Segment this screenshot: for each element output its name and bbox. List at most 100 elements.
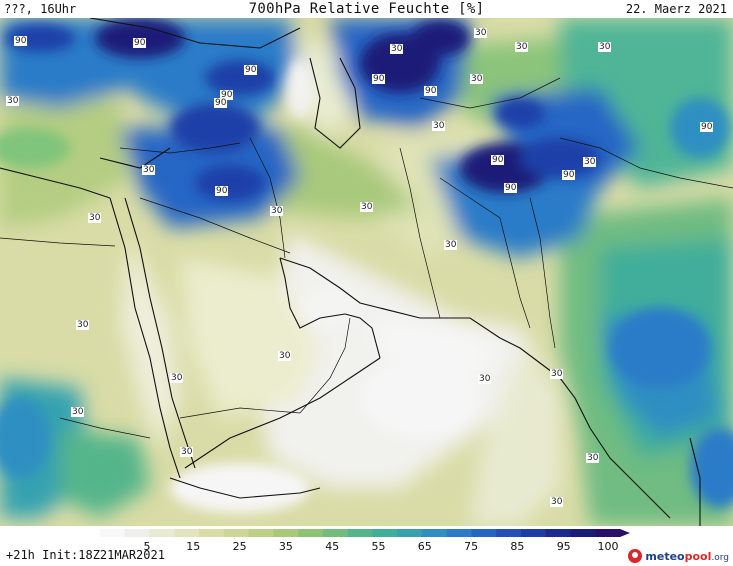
coast-caspian bbox=[309, 57, 361, 149]
legend-swatch bbox=[520, 529, 547, 537]
coast-gulf-west bbox=[279, 257, 346, 329]
navy-core-4 bbox=[195, 165, 265, 201]
contour-label: 30 bbox=[76, 320, 90, 330]
contour-label: 30 bbox=[598, 42, 612, 52]
dry-zone-indian bbox=[470, 348, 560, 526]
navy-core-3 bbox=[170, 103, 260, 153]
legend-swatch bbox=[372, 529, 398, 537]
contour-label: 30 bbox=[470, 74, 484, 84]
legend-tick-label: 95 bbox=[556, 540, 571, 553]
border-saudi-iraq bbox=[139, 197, 291, 254]
valid-time-label: ???, 16Uhr bbox=[4, 2, 77, 16]
coast-india-east bbox=[689, 437, 701, 526]
border-turkey-syria bbox=[119, 142, 241, 154]
contour-label: 30 bbox=[278, 351, 292, 361]
legend-tick-label: 15 bbox=[186, 540, 201, 553]
coast-black-sea bbox=[89, 18, 301, 49]
legend-swatch bbox=[421, 529, 448, 537]
contour-label: 30 bbox=[478, 374, 492, 384]
legend-swatch bbox=[100, 529, 126, 537]
contour-label: 30 bbox=[550, 369, 564, 379]
coast-india-west bbox=[559, 377, 671, 519]
coast-med bbox=[0, 167, 111, 199]
contour-label: 90 bbox=[14, 36, 28, 46]
contour-label: 30 bbox=[88, 213, 102, 223]
borders bbox=[0, 77, 733, 439]
legend-swatch bbox=[397, 529, 423, 537]
contour-label: 30 bbox=[142, 165, 156, 175]
contour-label: 30 bbox=[390, 44, 404, 54]
coast-somalia bbox=[169, 477, 321, 499]
contour-label: 90 bbox=[700, 122, 714, 132]
border-iran-iraq bbox=[249, 137, 286, 259]
legend-tick-label: 25 bbox=[232, 540, 247, 553]
dry-zone-red-sea bbox=[120, 238, 180, 448]
coast-red-sea-east bbox=[124, 197, 196, 469]
border-india-china bbox=[559, 137, 733, 189]
legend-swatch bbox=[471, 529, 497, 537]
legend-swatch bbox=[570, 529, 596, 537]
humidity-map-panel: 90 90 90 90 90 90 90 90 90 90 90 90 30 30 30 30 30 30 30 30… bbox=[0, 18, 733, 526]
contour-label: 90 bbox=[220, 90, 234, 100]
navy-core-9 bbox=[495, 98, 545, 128]
legend-ticks: 5 15 25 35 45 55 65 75 85 95 100 bbox=[100, 540, 630, 554]
contour-label: 30 bbox=[71, 407, 85, 417]
teal-core-sw bbox=[0, 398, 50, 478]
blue-core-bengal bbox=[690, 428, 733, 508]
color-legend-bar bbox=[100, 529, 630, 537]
contour-label: 30 bbox=[180, 447, 194, 457]
contour-label: 90 bbox=[133, 38, 147, 48]
border-iran-afghan bbox=[399, 147, 441, 319]
legend-swatch bbox=[223, 529, 250, 537]
teal-core-turkey bbox=[0, 128, 70, 168]
contour-label: 30 bbox=[360, 202, 374, 212]
legend-swatch bbox=[298, 529, 324, 537]
legend-swatch bbox=[199, 529, 225, 537]
contour-label: 30 bbox=[170, 373, 184, 383]
legend-swatch bbox=[174, 529, 200, 537]
coast-gulf-east bbox=[279, 257, 501, 339]
contour-label: 30 bbox=[515, 42, 529, 52]
border-horn bbox=[59, 417, 151, 439]
legend-tick-label: 5 bbox=[143, 540, 151, 553]
coastlines bbox=[0, 18, 701, 526]
contour-label: 30 bbox=[6, 96, 20, 106]
legend-tick-label: 65 bbox=[417, 540, 432, 553]
valid-date-label: 22. Maerz 2021 bbox=[625, 2, 727, 16]
border-pak-india bbox=[529, 197, 556, 349]
dry-zone-arabia bbox=[180, 258, 320, 418]
contour-label: 90 bbox=[215, 186, 229, 196]
white-core-somalia bbox=[170, 463, 310, 513]
border-afghan-pak bbox=[439, 177, 531, 329]
white-core-oman bbox=[360, 358, 480, 438]
contour-label: 30 bbox=[586, 453, 600, 463]
white-core-north bbox=[286, 58, 314, 118]
humidity-field bbox=[0, 18, 733, 526]
legend-tick-label: 85 bbox=[510, 540, 525, 553]
blue-core-india bbox=[610, 308, 710, 388]
dry-zone-oman-sea bbox=[370, 318, 500, 388]
legend-swatch bbox=[322, 529, 349, 537]
legend-swatch bbox=[595, 529, 621, 537]
contour-label: 90 bbox=[562, 170, 576, 180]
legend-tick-label: 55 bbox=[371, 540, 386, 553]
legend-swatch bbox=[347, 529, 373, 537]
contour-label: 90 bbox=[424, 86, 438, 96]
contour-label: 90 bbox=[504, 183, 518, 193]
contour-label: 30 bbox=[444, 240, 458, 250]
border-central-asia bbox=[419, 77, 561, 109]
coast-red-sea-west bbox=[109, 197, 181, 479]
border-saudi-yemen bbox=[179, 407, 301, 419]
legend-tick-label: 35 bbox=[278, 540, 293, 553]
legend-tick-label: 100 bbox=[597, 540, 619, 553]
blue-band-africa-horn bbox=[60, 428, 150, 518]
contour-label: 90 bbox=[244, 65, 258, 75]
coast-oman bbox=[344, 313, 381, 359]
contour-label: 30 bbox=[270, 206, 284, 216]
white-core-gulf bbox=[300, 288, 360, 328]
legend-swatch bbox=[149, 529, 175, 537]
meteopool-logo-icon bbox=[628, 549, 643, 563]
meteopool-logo[interactable]: meteopool.org bbox=[628, 548, 729, 564]
border-saudi-oman bbox=[299, 317, 351, 414]
